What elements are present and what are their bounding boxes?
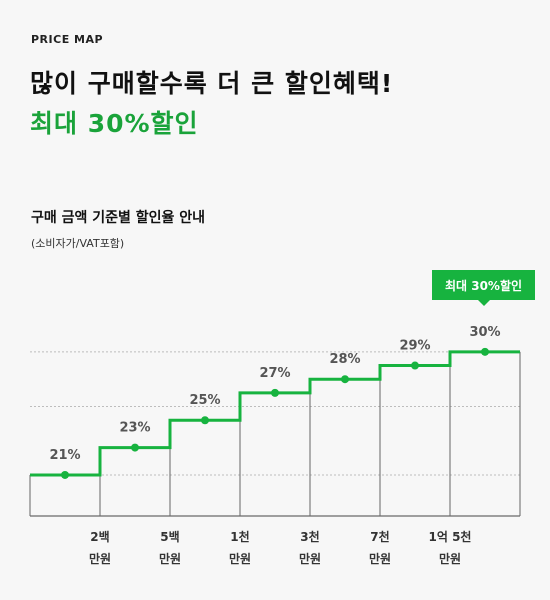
value-label-2: 25% <box>189 393 220 408</box>
data-point-5 <box>411 361 419 370</box>
value-label-5: 29% <box>399 339 430 354</box>
value-label-6: 30% <box>469 325 500 340</box>
eyebrow-label: PRICE MAP <box>31 33 104 46</box>
value-label-0: 21% <box>49 448 80 463</box>
section-note: (소비자가/VAT포함) <box>31 237 125 250</box>
data-point-2 <box>201 416 209 425</box>
badge-label: 최대 30%할인 <box>444 278 523 293</box>
x-tick-unit-0: 만원 <box>89 551 111 566</box>
x-tick-label-2: 1천 <box>230 529 249 544</box>
value-label-1: 23% <box>119 421 150 436</box>
x-tick-unit-5: 만원 <box>439 551 461 566</box>
x-tick-label-4: 7천 <box>370 529 389 544</box>
x-tick-label-0: 2백 <box>90 529 109 544</box>
x-tick-label-5: 1억 5천 <box>429 529 472 544</box>
x-tick-label-3: 3천 <box>300 529 319 544</box>
headline: 많이 구매할수록 더 큰 할인혜택! <box>30 69 394 98</box>
max-discount-badge: 최대 30%할인 <box>432 270 535 306</box>
x-tick-unit-2: 만원 <box>229 551 251 566</box>
x-tick-unit-4: 만원 <box>369 551 391 566</box>
data-point-3 <box>271 388 279 397</box>
section-title: 구매 금액 기준별 할인율 안내 <box>31 210 206 226</box>
value-label-3: 27% <box>259 366 290 381</box>
headline-accent: 최대 30%할인 <box>30 109 199 138</box>
data-point-6 <box>481 347 489 356</box>
value-label-4: 28% <box>329 352 360 367</box>
x-tick-label-1: 5백 <box>160 529 179 544</box>
data-point-0 <box>61 470 69 479</box>
data-point-1 <box>131 443 139 452</box>
data-point-4 <box>341 375 349 384</box>
x-tick-unit-1: 만원 <box>159 551 181 566</box>
x-tick-unit-3: 만원 <box>299 551 321 566</box>
